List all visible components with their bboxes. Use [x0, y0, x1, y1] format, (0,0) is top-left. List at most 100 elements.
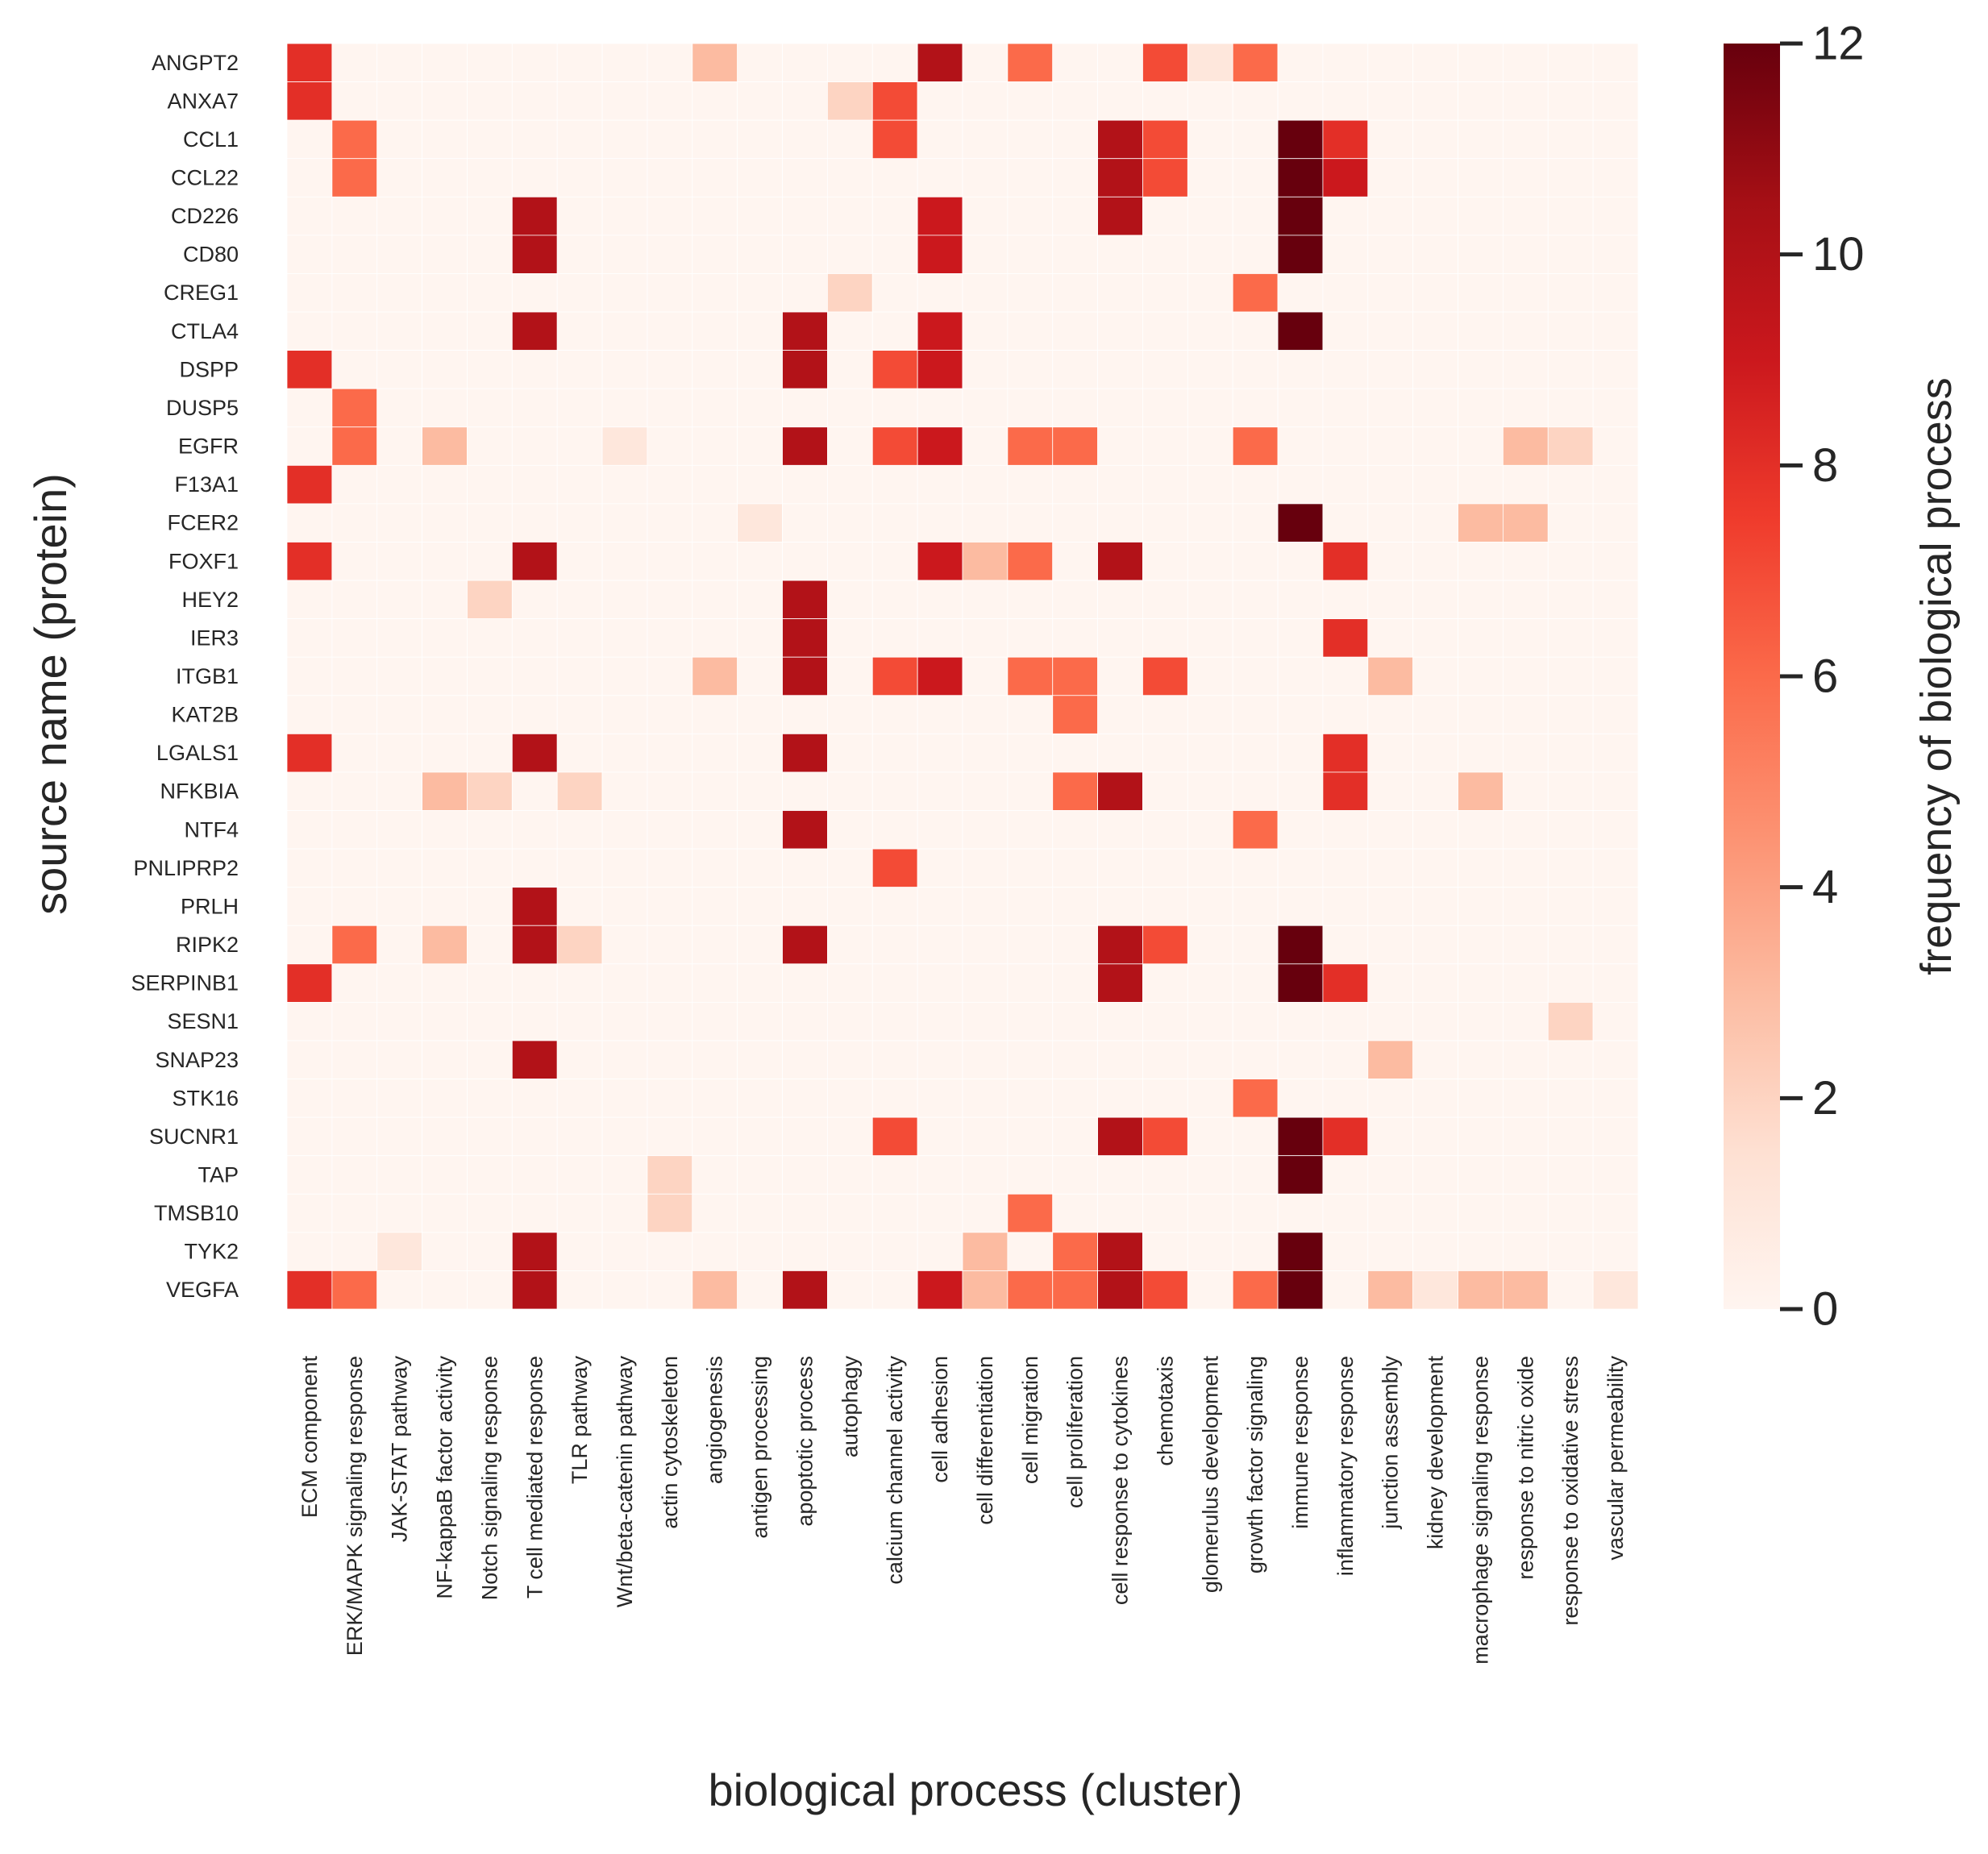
heatmap-cell — [1503, 1001, 1549, 1041]
heatmap-cell — [601, 158, 648, 197]
heatmap-cell — [286, 848, 333, 888]
heatmap-cell — [782, 1270, 828, 1310]
heatmap-cell — [827, 963, 873, 1003]
heatmap-cell — [1142, 43, 1188, 82]
heatmap-cell — [1142, 350, 1188, 389]
heatmap-cell — [556, 580, 603, 620]
heatmap-cell — [1503, 848, 1549, 888]
heatmap-cell — [511, 1040, 558, 1079]
heatmap-cell — [737, 350, 783, 389]
heatmap-cell — [782, 542, 828, 581]
heatmap-cell — [511, 119, 558, 160]
heatmap-cell — [1187, 695, 1233, 734]
heatmap-cell — [422, 1001, 468, 1041]
heatmap-cell — [556, 1001, 603, 1041]
heatmap-cell — [1412, 542, 1458, 581]
heatmap-cell — [1412, 1232, 1458, 1271]
heatmap-cell — [692, 848, 738, 888]
heatmap-cell — [511, 1079, 558, 1118]
heatmap-cell — [962, 656, 1009, 696]
heatmap-cell — [1097, 119, 1143, 160]
heatmap-cell — [782, 311, 828, 351]
heatmap-cell — [962, 350, 1009, 389]
column-labels: ECM component ERK/MAPK signaling response… — [297, 1356, 1628, 1665]
heatmap-cell — [467, 733, 513, 773]
heatmap-cell — [1503, 503, 1549, 542]
heatmap-cell — [1277, 963, 1324, 1003]
heatmap-cell — [331, 311, 378, 351]
heatmap-cell — [871, 81, 918, 121]
heatmap-cell — [1007, 1232, 1054, 1271]
heatmap-cell — [1007, 1040, 1054, 1079]
heatmap-cell — [871, 1232, 918, 1271]
heatmap-cell — [917, 119, 963, 160]
heatmap-cell — [1547, 771, 1594, 811]
heatmap-cell — [601, 426, 648, 466]
heatmap-cell — [692, 273, 738, 313]
heatmap-cell — [1592, 1155, 1639, 1195]
heatmap-cell — [556, 656, 603, 696]
heatmap-cell — [782, 580, 828, 620]
heatmap-cell — [1097, 43, 1143, 82]
heatmap-cell — [1232, 925, 1279, 965]
heatmap-cell — [331, 81, 378, 121]
heatmap-cell — [1592, 1040, 1639, 1079]
heatmap-cell — [692, 1155, 738, 1195]
heatmap-cell — [422, 388, 468, 428]
heatmap-cell — [692, 235, 738, 274]
heatmap-cell — [1052, 1193, 1098, 1233]
heatmap-cell — [376, 542, 423, 581]
heatmap-cell — [1097, 158, 1143, 197]
heatmap-cell — [782, 1079, 828, 1118]
heatmap-cell — [1142, 733, 1188, 773]
heatmap-cell — [422, 235, 468, 274]
heatmap-cell — [737, 1040, 783, 1079]
heatmap-cell — [1458, 887, 1503, 926]
heatmap-cell — [467, 580, 513, 620]
heatmap-cell — [962, 580, 1009, 620]
heatmap-cell — [1277, 580, 1324, 620]
heatmap-cell — [962, 1001, 1009, 1041]
heatmap-cell — [331, 503, 378, 542]
heatmap-cell — [1007, 1116, 1054, 1157]
heatmap-cell — [1458, 580, 1503, 620]
heatmap-cell — [782, 1232, 828, 1271]
heatmap-cell — [331, 733, 378, 773]
heatmap-cell — [1322, 81, 1369, 121]
heatmap-cell — [376, 1270, 423, 1310]
heatmap-cell — [1187, 464, 1233, 505]
heatmap-cell — [1052, 503, 1098, 542]
heatmap-cell — [1322, 503, 1369, 542]
heatmap-cell — [871, 273, 918, 313]
heatmap-cell — [1277, 887, 1324, 926]
heatmap-cell — [1367, 388, 1414, 428]
heatmap-cell — [1592, 81, 1639, 121]
heatmap-cell — [917, 1193, 963, 1233]
heatmap-cell — [827, 1001, 873, 1041]
heatmap-cell — [692, 1193, 738, 1233]
heatmap-cell — [601, 771, 648, 811]
heatmap-cell — [737, 158, 783, 197]
heatmap-cell — [1547, 388, 1594, 428]
heatmap-cell — [1007, 350, 1054, 389]
heatmap-cell — [1142, 848, 1188, 888]
heatmap-cell — [511, 618, 558, 658]
heatmap-cell — [917, 388, 963, 428]
heatmap-cell — [1007, 695, 1054, 734]
heatmap-cell — [1503, 235, 1549, 274]
heatmap-cell — [1277, 81, 1324, 121]
heatmap-cell — [871, 1079, 918, 1118]
heatmap-cell — [1097, 1001, 1143, 1041]
row-label: ANXA7 — [167, 89, 239, 113]
heatmap-cell — [782, 771, 828, 811]
heatmap-cell — [1097, 426, 1143, 466]
heatmap-cell — [1007, 311, 1054, 351]
heatmap-cell — [376, 1116, 423, 1157]
heatmap-cell — [1547, 848, 1594, 888]
heatmap-cell — [1547, 810, 1594, 850]
heatmap-cell — [1187, 1193, 1233, 1233]
heatmap-cell — [1412, 426, 1458, 466]
heatmap-cell — [1412, 810, 1458, 850]
heatmap-cell — [422, 618, 468, 658]
heatmap-cell — [1458, 464, 1503, 505]
